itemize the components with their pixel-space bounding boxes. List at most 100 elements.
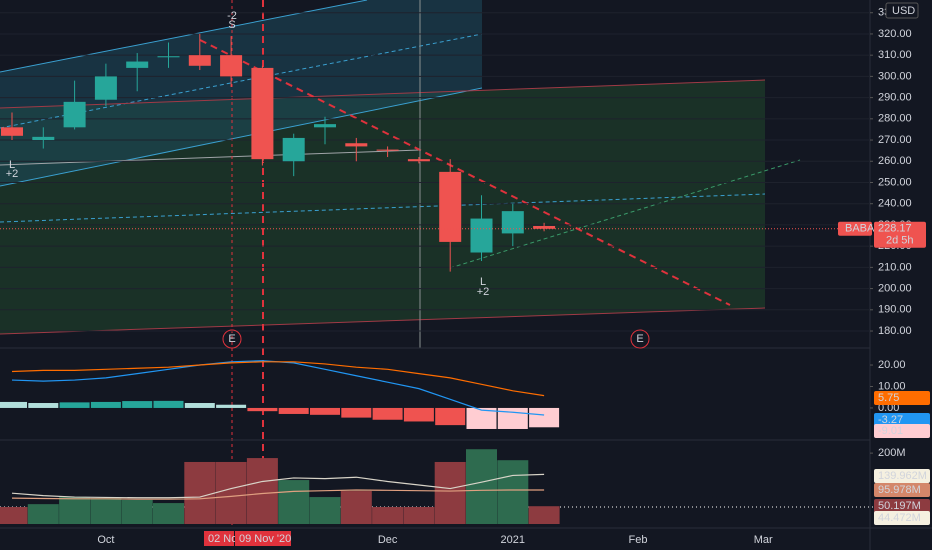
candle-body <box>470 218 493 253</box>
y-tick-label: 180.00 <box>878 325 912 337</box>
y-tick-label: 210.00 <box>878 261 912 273</box>
candle-body <box>533 225 556 229</box>
volume-bar <box>0 506 28 524</box>
histogram-bar <box>529 407 560 428</box>
histogram-bar <box>466 407 497 429</box>
ma-line <box>0 149 421 166</box>
histogram-bar <box>372 407 403 420</box>
histogram-bar <box>28 403 59 408</box>
candle-body <box>1 127 23 136</box>
histogram-bar <box>90 401 121 408</box>
annotation: -2 <box>227 10 237 22</box>
volume-bar <box>27 504 59 524</box>
candle-body <box>157 56 180 58</box>
volume-bar <box>466 449 497 524</box>
volume-bar <box>215 461 247 524</box>
price-tag-label: 228.17 <box>878 223 912 235</box>
value-tag <box>874 413 930 427</box>
currency: USD <box>892 5 915 17</box>
histogram-bar <box>122 401 153 408</box>
trend-down <box>199 39 731 306</box>
annotation: L <box>9 159 15 171</box>
indicator-line <box>11 473 545 499</box>
crosshair-label: 09 Nov '20 <box>239 533 291 545</box>
histogram-bar <box>341 407 372 418</box>
histogram-bar <box>153 400 184 408</box>
indicator-line <box>11 489 545 500</box>
candle-body <box>282 137 305 162</box>
histogram-bar <box>435 407 466 426</box>
channel-bottom <box>0 87 483 187</box>
level-line <box>0 193 766 223</box>
annotation: S <box>228 19 235 31</box>
crosshair-tag <box>204 531 234 546</box>
value-tag-label: 5.75 <box>878 392 899 404</box>
earnings-marker <box>630 329 650 349</box>
price-tag <box>874 221 926 248</box>
annotation: L <box>480 276 486 288</box>
histogram-bar <box>184 403 215 408</box>
volume-bar <box>246 458 278 524</box>
candle-body <box>501 211 524 234</box>
zone-top <box>0 79 766 109</box>
volume-bar <box>153 503 184 524</box>
volume-bar <box>184 461 216 524</box>
candle-body <box>345 143 368 147</box>
histogram-bar <box>59 402 90 408</box>
y-tick-label: 240.00 <box>878 198 912 210</box>
y-tick-label: 10.00 <box>878 380 906 392</box>
volume-bar <box>309 497 341 524</box>
earnings-marker <box>222 329 242 349</box>
countdown: 2d 5h <box>886 235 914 247</box>
volume-bar <box>497 460 529 524</box>
volume-bar <box>372 506 404 524</box>
value-tag-label: 95.978M <box>878 484 921 496</box>
value-tag <box>874 511 930 525</box>
trend-up <box>449 159 801 269</box>
value-tag-label: 139.962M <box>878 470 927 482</box>
histogram-bar <box>0 401 27 408</box>
x-tick-label: Mar <box>754 534 773 546</box>
annotation: E <box>636 333 643 345</box>
y-tick-label: 290.00 <box>878 92 912 104</box>
candle-body <box>94 76 117 100</box>
volume-bar <box>121 499 153 524</box>
y-tick-label: 20.00 <box>878 359 906 371</box>
y-tick-label: 270.00 <box>878 134 912 146</box>
x-tick-label: Dec <box>378 534 398 546</box>
histogram-bar <box>247 407 278 412</box>
candle-body <box>407 159 430 162</box>
histogram-bar <box>278 407 309 414</box>
candle-body <box>32 136 55 141</box>
channel-mid <box>0 33 483 129</box>
y-tick-label: 200M <box>878 447 906 459</box>
indicator-line <box>11 361 545 397</box>
currency-box <box>885 2 919 19</box>
symbol-tag <box>838 221 872 236</box>
candle-body <box>314 124 336 128</box>
zone-bottom <box>0 307 766 335</box>
value-tag <box>874 424 930 438</box>
volume-bar <box>278 480 310 524</box>
value-tag-label: 44.472M <box>878 512 921 524</box>
annotation: +2 <box>477 286 490 298</box>
y-tick-label: 300.00 <box>878 70 912 82</box>
x-tick-label: 2021 <box>501 534 525 546</box>
value-tag <box>874 483 930 497</box>
candle-body <box>251 67 274 160</box>
candle-body <box>376 149 399 151</box>
y-tick-label: 260.00 <box>878 155 912 167</box>
candle-body <box>188 55 211 66</box>
histogram-bar <box>216 404 247 408</box>
channel-top <box>0 0 368 73</box>
candle-body <box>439 171 462 242</box>
candle-body <box>126 61 149 68</box>
y-tick-label: 190.00 <box>878 304 912 316</box>
y-tick-label: 280.00 <box>878 113 912 125</box>
channel-zone <box>0 0 482 186</box>
y-tick-label: 310.00 <box>878 49 912 61</box>
annotation: E <box>228 333 235 345</box>
y-tick-label: 200.00 <box>878 282 912 294</box>
annotation: +2 <box>6 168 19 180</box>
